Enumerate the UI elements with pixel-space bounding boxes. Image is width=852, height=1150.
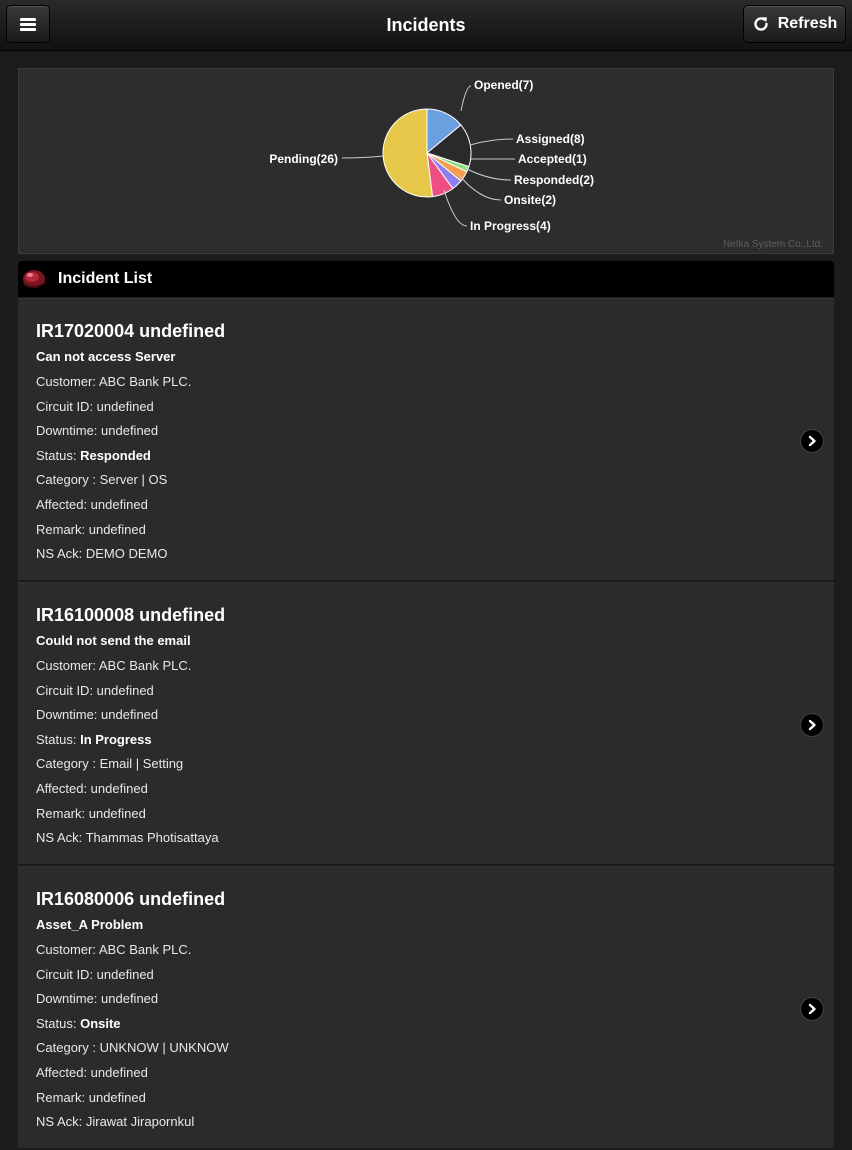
incident-card[interactable]: IR16100008 undefined Could not send the e… xyxy=(18,582,834,866)
incident-remark: Remark: undefined xyxy=(36,805,146,821)
incident-id: IR16100008 undefined xyxy=(36,605,226,625)
top-bar: Incidents Refresh xyxy=(0,0,852,51)
incident-status: Status: Onsite xyxy=(36,1016,834,1032)
leader-line xyxy=(464,167,512,181)
pie-label-onsite: Onsite(2) xyxy=(504,193,556,207)
app-logo-icon xyxy=(23,270,47,288)
incident-circuit: Circuit ID: undefined xyxy=(36,682,154,698)
chevron-right-icon[interactable] xyxy=(800,713,824,737)
status-label: Status: xyxy=(36,731,81,747)
leader-line xyxy=(341,155,384,159)
incident-affected: Affected: undefined xyxy=(36,496,148,512)
pie-slice-pending xyxy=(382,108,434,198)
incident-id: IR16080006 undefined xyxy=(36,889,226,909)
pie-label-opened: Opened(7) xyxy=(474,78,533,92)
incident-status: Status: In Progress xyxy=(36,732,834,748)
refresh-button[interactable]: Refresh xyxy=(743,5,846,43)
pie-label-accepted: Accepted(1) xyxy=(518,152,587,166)
incident-ns-ack: NS Ack: Thammas Photisattaya xyxy=(36,830,219,846)
incident-downtime: Downtime: undefined xyxy=(36,707,159,723)
incident-list-title: Incident List xyxy=(58,270,153,287)
incident-customer: Customer: ABC Bank PLC. xyxy=(36,374,192,389)
status-label: Status: xyxy=(36,1015,81,1031)
status-value: Responded xyxy=(80,447,151,463)
leader-line xyxy=(443,189,468,227)
status-value: In Progress xyxy=(80,731,152,747)
incident-customer: Customer: ABC Bank PLC. xyxy=(36,942,192,957)
incident-affected: Affected: undefined xyxy=(36,1064,148,1080)
incident-list: IR17020004 undefined Can not access Serve… xyxy=(18,298,834,1150)
chevron-right-icon[interactable] xyxy=(800,997,824,1021)
incident-remark: Remark: undefined xyxy=(36,1089,146,1105)
leader-line xyxy=(460,85,472,112)
menu-button[interactable] xyxy=(6,5,50,43)
status-label: Status: xyxy=(36,447,81,463)
leader-line xyxy=(458,174,502,201)
chevron-right-icon[interactable] xyxy=(800,429,824,453)
incident-category: Category : UNKNOW | UNKNOW xyxy=(36,1040,229,1056)
incident-remark: Remark: undefined xyxy=(36,521,146,537)
status-value: Onsite xyxy=(80,1015,121,1031)
incident-card[interactable]: IR16080006 undefined Asset_A Problem Custo… xyxy=(18,866,834,1150)
pie-label-responded: Responded(2) xyxy=(514,173,594,187)
incident-subject: Can not access Server xyxy=(36,349,176,364)
incident-subject: Could not send the email xyxy=(36,633,191,648)
incident-status-chart: Opened(7) Assigned(8) Accepted(1) Responded… xyxy=(18,68,834,254)
incident-id: IR17020004 undefined xyxy=(36,321,226,341)
hamburger-icon xyxy=(20,18,36,31)
incident-downtime: Downtime: undefined xyxy=(36,991,159,1007)
pie-label-in-progress: In Progress(4) xyxy=(470,219,551,233)
incident-downtime: Downtime: undefined xyxy=(36,423,159,439)
pie-label-pending: Pending(26) xyxy=(269,152,338,166)
leader-line xyxy=(469,138,514,146)
incident-list-header: Incident List xyxy=(18,261,834,297)
incident-affected: Affected: undefined xyxy=(36,780,148,796)
incident-category: Category : Server | OS xyxy=(36,472,168,488)
incident-category: Category : Email | Setting xyxy=(36,756,184,772)
pie-chart: Opened(7) Assigned(8) Accepted(1) Responded… xyxy=(269,78,594,233)
incident-customer: Customer: ABC Bank PLC. xyxy=(36,658,192,673)
incident-circuit: Circuit ID: undefined xyxy=(36,398,154,414)
refresh-icon xyxy=(754,17,768,31)
incident-circuit: Circuit ID: undefined xyxy=(36,966,154,982)
incident-subject: Asset_A Problem xyxy=(36,917,144,932)
chart-credit: Netka System Co.,Ltd. xyxy=(722,239,823,250)
incident-ns-ack: NS Ack: DEMO DEMO xyxy=(36,546,168,562)
refresh-label: Refresh xyxy=(777,15,838,32)
incident-status: Status: Responded xyxy=(36,448,834,464)
incident-ns-ack: NS Ack: Jirawat Jirapornkul xyxy=(36,1114,195,1130)
incident-card[interactable]: IR17020004 undefined Can not access Serve… xyxy=(18,298,834,582)
pie-label-assigned: Assigned(8) xyxy=(516,132,585,146)
page-title: Incidents xyxy=(386,15,466,35)
